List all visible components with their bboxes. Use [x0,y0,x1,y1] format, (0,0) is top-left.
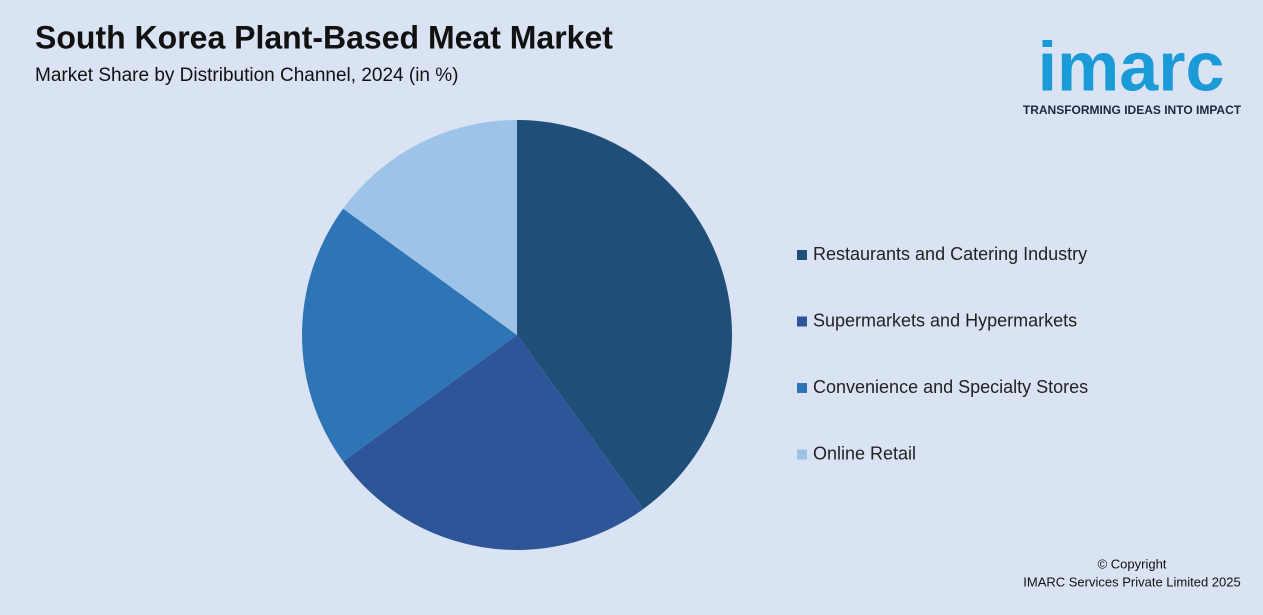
legend-label: Restaurants and Catering Industry [813,244,1087,264]
legend-label: Convenience and Specialty Stores [813,377,1088,397]
pie-slice [343,335,644,550]
chart-title: South Korea Plant-Based Meat Market [35,19,613,55]
legend-swatch [797,449,807,460]
logo: imarc [1038,27,1225,105]
pie-slice [517,120,732,509]
legend-label: Supermarkets and Hypermarkets [813,310,1077,330]
legend-swatch [797,383,807,393]
pie-slice [302,208,517,462]
pie-slice [343,120,517,335]
logo-tagline: TRANSFORMING IDEAS INTO IMPACT [1023,103,1242,117]
chart-subtitle: Market Share by Distribution Channel, 20… [35,65,458,86]
company: IMARC Services Private Limited 2025 [1023,574,1240,589]
copyright: © Copyright [1098,556,1167,571]
legend-swatch [797,316,807,327]
legend-label: Online Retail [813,443,916,463]
legend-swatch [797,250,807,260]
